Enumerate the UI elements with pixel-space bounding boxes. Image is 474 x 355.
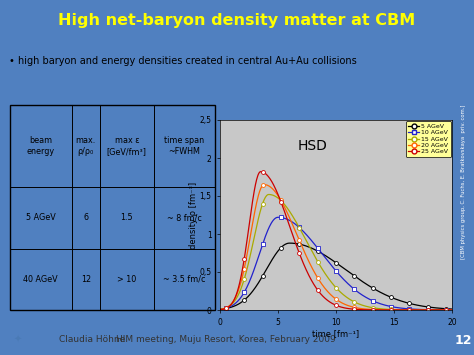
Text: Claudia Höhne: Claudia Höhne [59, 335, 125, 344]
Text: HSD: HSD [298, 139, 328, 153]
Text: ✦: ✦ [14, 335, 22, 345]
X-axis label: time [fm⁻¹]: time [fm⁻¹] [312, 329, 360, 338]
Text: [CBM physics group, C. Fuchs, E. Bratkovskaya  priv. com.]: [CBM physics group, C. Fuchs, E. Bratkov… [461, 104, 465, 259]
Text: beam
energy: beam energy [27, 136, 55, 156]
Text: 5 AGeV: 5 AGeV [26, 213, 55, 222]
Text: max ε
[GeV/fm³]: max ε [GeV/fm³] [107, 136, 147, 156]
Text: • high baryon and energy densities created in central Au+Au collisions: • high baryon and energy densities creat… [9, 56, 357, 66]
Text: 40 AGeV: 40 AGeV [23, 275, 58, 284]
Text: ~ 3.5 fm/c: ~ 3.5 fm/c [163, 275, 206, 284]
Text: 12: 12 [454, 333, 472, 346]
Y-axis label: density ρ [fm⁻³]: density ρ [fm⁻³] [189, 181, 198, 248]
Text: ~ 8 fm/c: ~ 8 fm/c [167, 213, 202, 222]
Text: High net-baryon density matter at CBM: High net-baryon density matter at CBM [58, 13, 416, 28]
Text: time span
~FWHM: time span ~FWHM [164, 136, 204, 156]
Text: 1.5: 1.5 [120, 213, 133, 222]
Legend: 5 AGeV, 10 AGeV, 15 AGeV, 20 AGeV, 25 AGeV: 5 AGeV, 10 AGeV, 15 AGeV, 20 AGeV, 25 AG… [406, 121, 451, 157]
Text: > 10: > 10 [117, 275, 137, 284]
Text: 12: 12 [81, 275, 91, 284]
Text: 6: 6 [83, 213, 88, 222]
Text: HIM meeting, Muju Resort, Korea, February 2009: HIM meeting, Muju Resort, Korea, Februar… [116, 335, 336, 344]
Text: max.
ρ/ρ₀: max. ρ/ρ₀ [76, 136, 96, 156]
